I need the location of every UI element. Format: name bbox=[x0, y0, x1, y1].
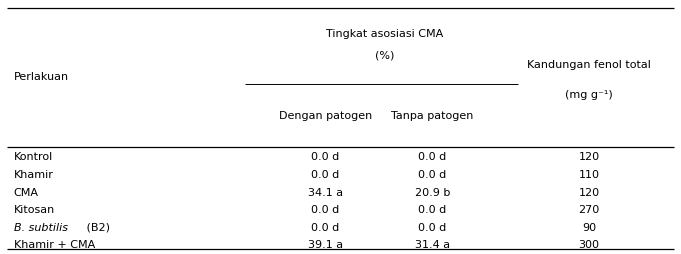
Text: 300: 300 bbox=[579, 240, 599, 250]
Text: (mg g⁻¹): (mg g⁻¹) bbox=[565, 90, 613, 100]
Text: 120: 120 bbox=[578, 152, 600, 163]
Text: 0.0 d: 0.0 d bbox=[418, 170, 447, 180]
Text: CMA: CMA bbox=[14, 187, 39, 198]
Text: (B2): (B2) bbox=[83, 223, 110, 233]
Text: 34.1 a: 34.1 a bbox=[308, 187, 343, 198]
Text: 39.1 a: 39.1 a bbox=[308, 240, 343, 250]
Text: 120: 120 bbox=[578, 187, 600, 198]
Text: Tanpa patogen: Tanpa patogen bbox=[392, 110, 473, 121]
Text: Dengan patogen: Dengan patogen bbox=[279, 110, 372, 121]
Text: 90: 90 bbox=[582, 223, 596, 233]
Text: 20.9 b: 20.9 b bbox=[415, 187, 450, 198]
Text: 0.0 d: 0.0 d bbox=[418, 205, 447, 215]
Text: 110: 110 bbox=[579, 170, 599, 180]
Text: 270: 270 bbox=[578, 205, 600, 215]
Text: (%): (%) bbox=[375, 51, 394, 61]
Text: 31.4 a: 31.4 a bbox=[415, 240, 450, 250]
Text: B. subtilis: B. subtilis bbox=[14, 223, 67, 233]
Text: Kitosan: Kitosan bbox=[14, 205, 55, 215]
Text: 0.0 d: 0.0 d bbox=[311, 223, 340, 233]
Text: 0.0 d: 0.0 d bbox=[311, 152, 340, 163]
Text: Khamir + CMA: Khamir + CMA bbox=[14, 240, 95, 250]
Text: Kontrol: Kontrol bbox=[14, 152, 53, 163]
Text: 0.0 d: 0.0 d bbox=[311, 205, 340, 215]
Text: 0.0 d: 0.0 d bbox=[311, 170, 340, 180]
Text: Khamir: Khamir bbox=[14, 170, 54, 180]
Text: Perlakuan: Perlakuan bbox=[14, 72, 69, 83]
Text: Tingkat asosiasi CMA: Tingkat asosiasi CMA bbox=[326, 29, 443, 39]
Text: Kandungan fenol total: Kandungan fenol total bbox=[527, 60, 651, 70]
Text: 0.0 d: 0.0 d bbox=[418, 152, 447, 163]
Text: 0.0 d: 0.0 d bbox=[418, 223, 447, 233]
